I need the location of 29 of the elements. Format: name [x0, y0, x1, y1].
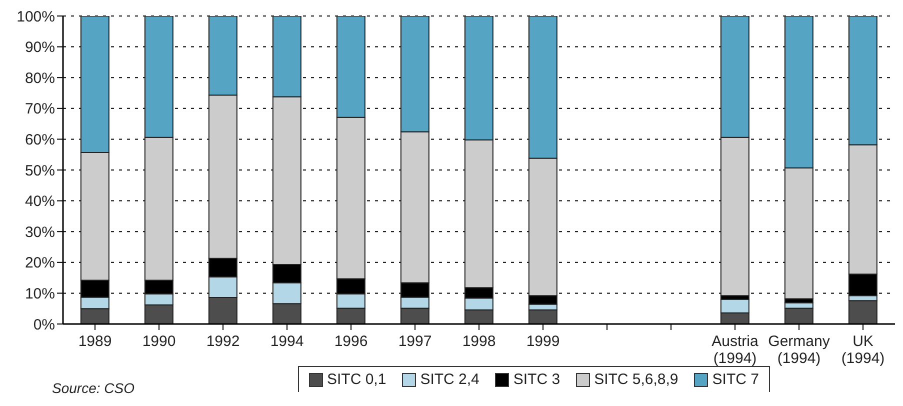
source-note: Source: CSO [52, 380, 134, 396]
y-tick-label: 60% [24, 132, 55, 149]
y-tick-label: 90% [24, 39, 55, 56]
y-tick-label: 40% [24, 193, 55, 210]
x-tick-label: 1992 [206, 333, 240, 350]
x-tick-label: 1999 [526, 333, 560, 350]
y-tick-label: 50% [24, 162, 55, 180]
y-tick-label: 80% [24, 70, 55, 87]
legend-label: SITC 2,4 [419, 371, 480, 388]
legend-label: SITC 7 [711, 371, 759, 388]
x-tick-label: 1989 [78, 333, 112, 350]
bar [848, 300, 878, 324]
x-tick-label: 1997 [398, 333, 432, 350]
x-tick-label: 1996 [334, 333, 368, 350]
x-tick-label: 1998 [462, 333, 496, 350]
y-tick-label: 100% [16, 8, 55, 26]
legend-label: SITC 3 [512, 371, 560, 388]
legend-label: SITC 5,6,8,9 [593, 371, 678, 388]
y-tick-label: 30% [24, 224, 55, 241]
x-tick-label: 1994 [270, 333, 304, 350]
x-tick-label: Germany (1994) [768, 333, 830, 367]
y-tick-label: 10% [24, 286, 55, 303]
x-tick-label: 1990 [142, 333, 176, 350]
x-tick-label: Austria (1994) [712, 333, 759, 367]
x-tick-label: UK (1994) [841, 333, 885, 367]
y-tick-label: 20% [24, 254, 55, 272]
y-tick-label: 0% [33, 316, 55, 334]
y-tick-label: 70% [24, 100, 55, 118]
legend-label: SITC 0,1 [326, 371, 386, 388]
